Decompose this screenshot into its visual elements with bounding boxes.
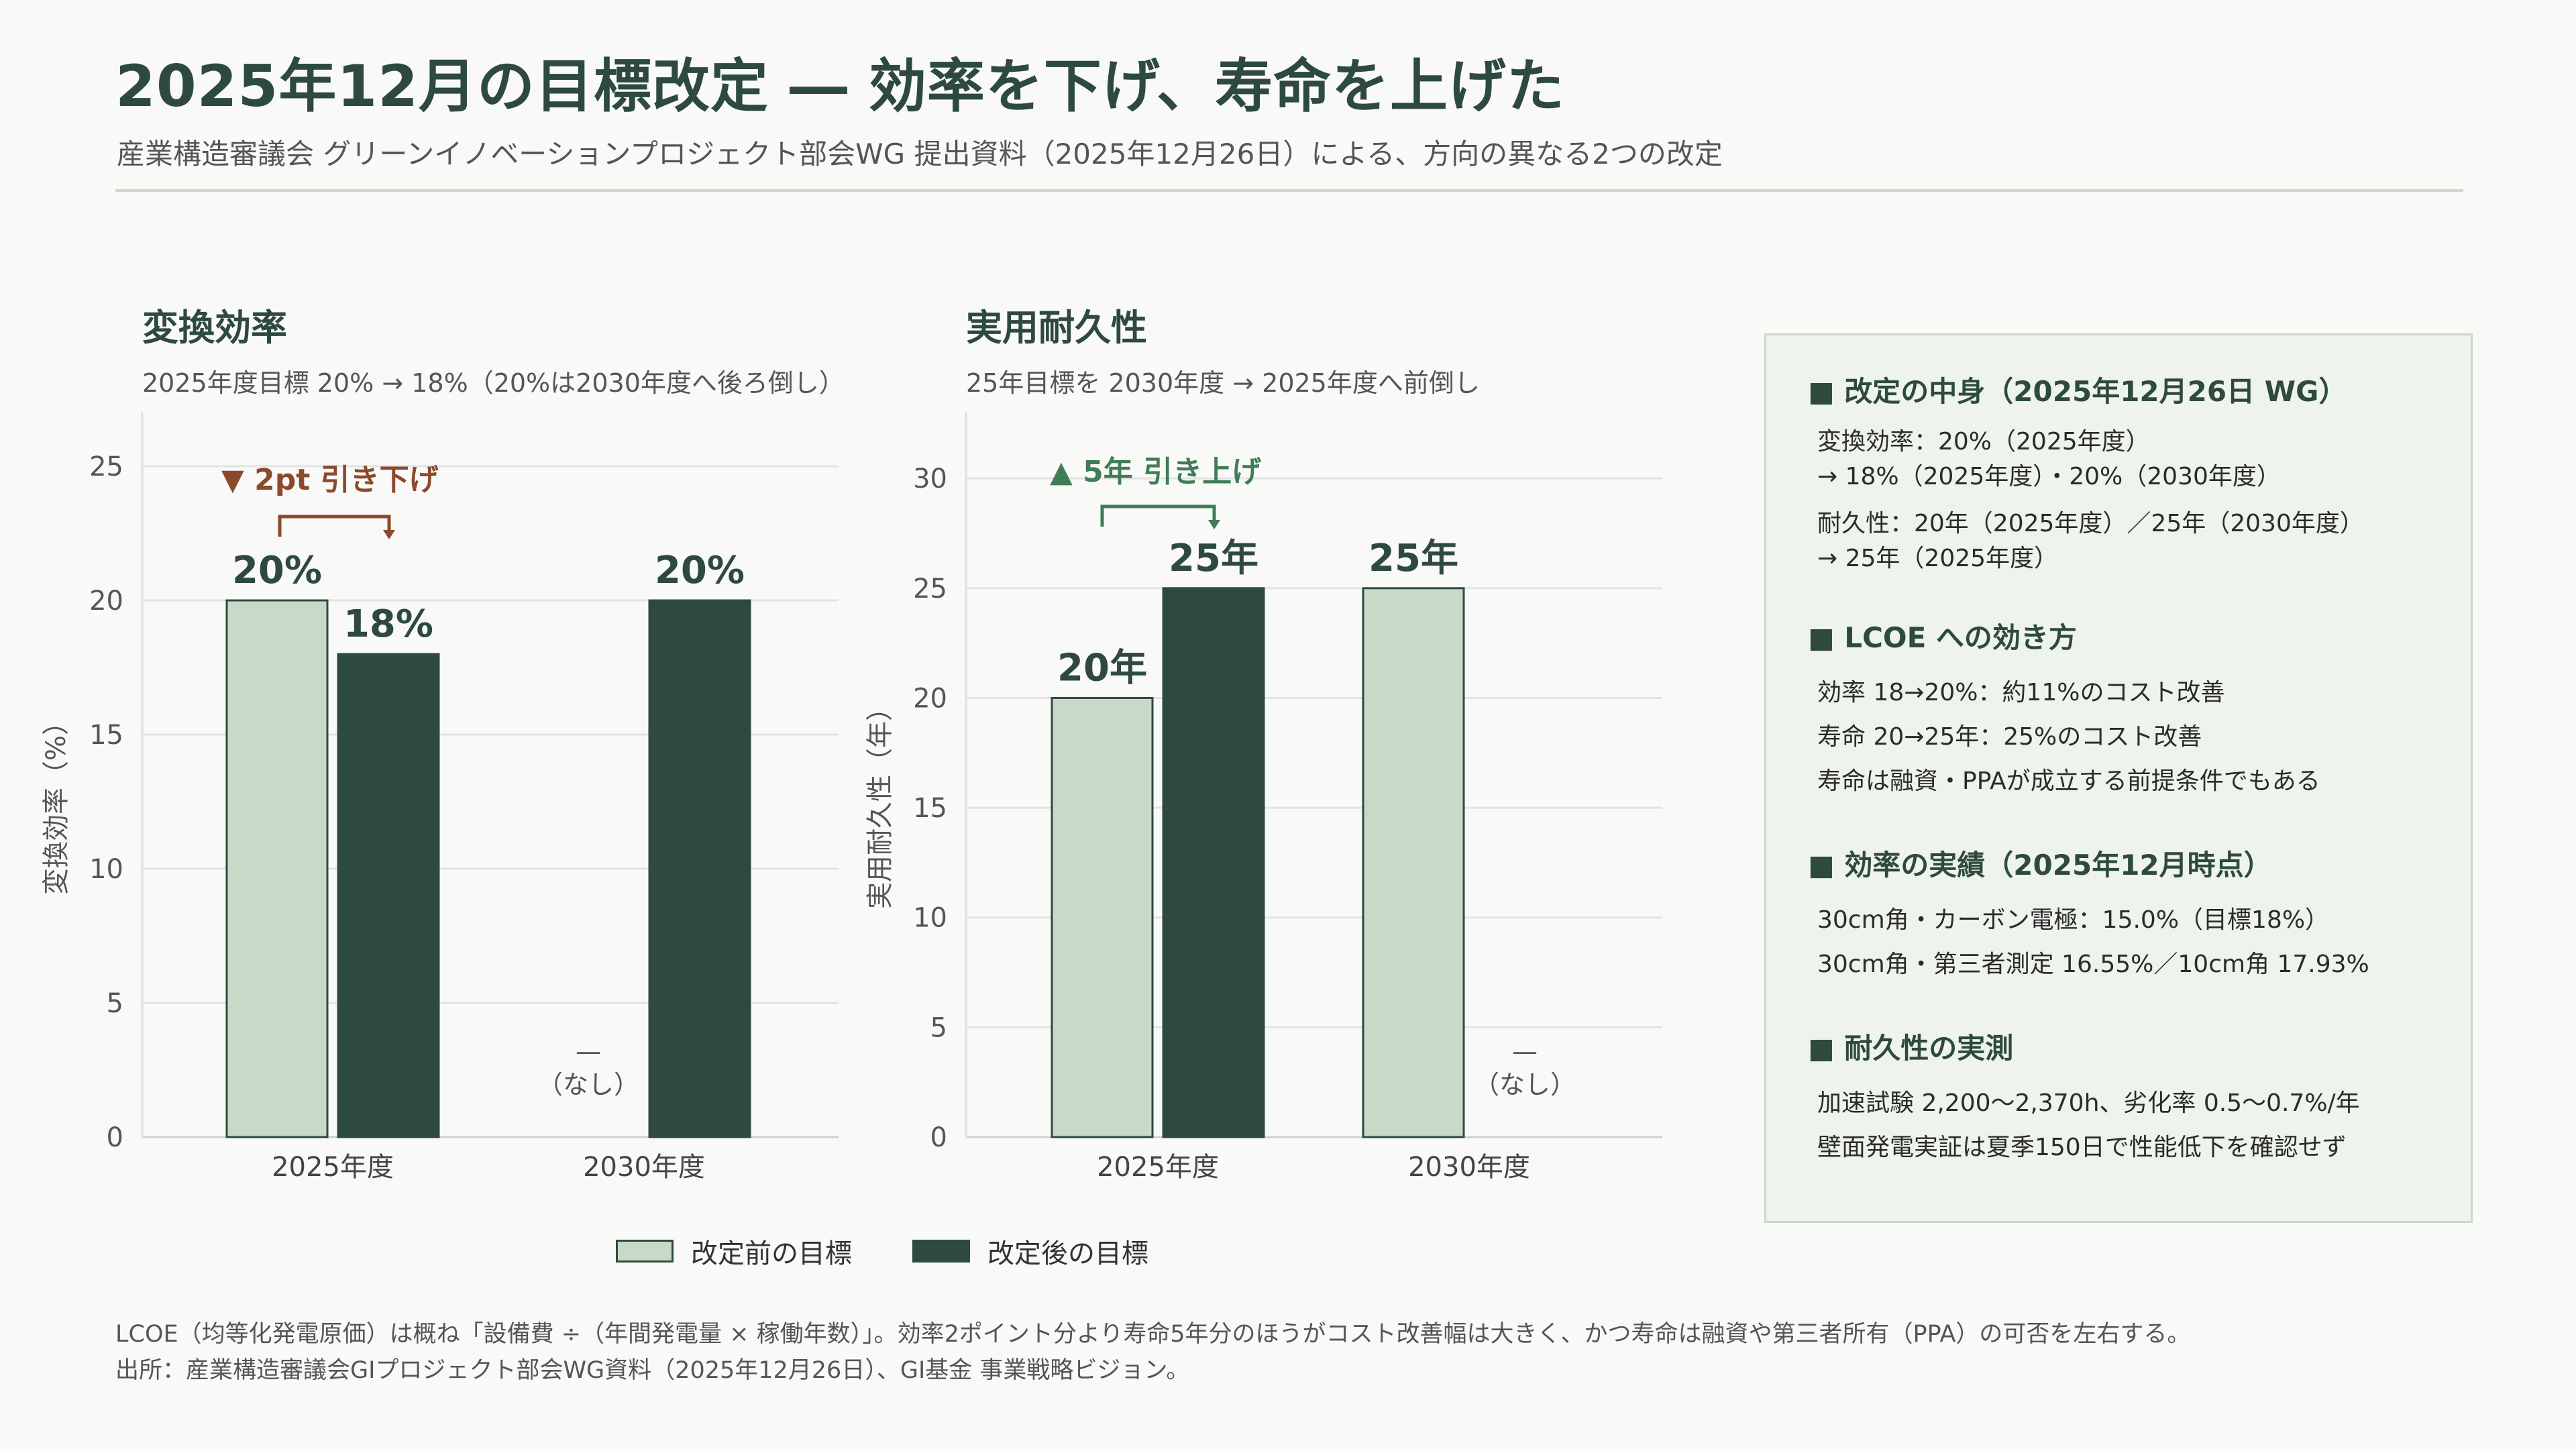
missing-label: （なし） xyxy=(1474,1070,1576,1099)
y-tick-label: 15 xyxy=(89,720,123,751)
panel-line: 耐久性：20年（2025年度）／25年（2030年度） xyxy=(1817,510,2364,537)
panel-section-efficiency-results: ■ 効率の実績（2025年12月時点） 30cm角・カーボン電極：15.0%（目… xyxy=(1808,843,2471,987)
y-tick-label: 25 xyxy=(89,451,123,482)
panel-line: 効率 18→20%：約11%のコスト改善 xyxy=(1817,679,2225,706)
bar-efficiency-after xyxy=(648,599,751,1138)
bar-efficiency-after xyxy=(337,653,440,1138)
panel-heading: ■ 改定の中身（2025年12月26日 WG） xyxy=(1808,375,2347,408)
bar-durability-after xyxy=(1162,587,1265,1138)
summary-panel: ■ 改定の中身（2025年12月26日 WG） 変換効率：20%（2025年度）… xyxy=(1764,333,2473,1223)
bar-durability-before xyxy=(1362,587,1465,1138)
y-tick-label: 0 xyxy=(107,1122,123,1153)
panel-line: → 18%（2025年度）・20%（2030年度） xyxy=(1817,463,2281,490)
panel-heading: ■ 効率の実績（2025年12月時点） xyxy=(1808,849,2272,881)
y-tick-label: 10 xyxy=(89,854,123,885)
legend-swatch-after xyxy=(912,1240,970,1263)
y-tick-label: 15 xyxy=(913,793,947,824)
chart-subtitle-efficiency: 2025年度目標 20% → 18%（20%は2030年度へ後ろ倒し） xyxy=(142,368,845,398)
panel-line: 変換効率：20%（2025年度） xyxy=(1817,428,2150,455)
annotation-arrowhead xyxy=(1208,520,1220,529)
panel-line: 30cm角・第三者測定 16.55%／10cm角 17.93% xyxy=(1817,951,2369,978)
page-title: 2025年12月の目標改定 ― 効率を下げ、寿命を上げた xyxy=(115,53,1565,120)
annotation-arrowhead xyxy=(383,530,395,539)
y-tick-label: 30 xyxy=(913,464,947,494)
y-tick-label: 10 xyxy=(913,903,947,934)
footnote: LCOE（均等化発電原価）は概ね「設備費 ÷（年間発電量 × 稼働年数）」。効率… xyxy=(115,1316,2190,1389)
footnote-source: 出所：産業構造審議会GIプロジェクト部会WG資料（2025年12月26日）、GI… xyxy=(115,1357,1190,1384)
bar-durability-before xyxy=(1051,696,1154,1138)
y-tick-label: 0 xyxy=(930,1122,947,1153)
chart-title-durability: 実用耐久性 xyxy=(966,307,1147,349)
panel-section-lcoe: ■ LCOE への効き方 効率 18→20%：約11%のコスト改善 寿命 20→… xyxy=(1808,615,2471,804)
legend-item-before: 改定前の目標 xyxy=(616,1232,852,1271)
chart-title-efficiency: 変換効率 xyxy=(142,307,287,349)
page-subtitle: 産業構造審議会 グリーンイノベーションプロジェクト部会WG 提出資料（2025年… xyxy=(117,138,1723,170)
x-tick-label: 2025年度 xyxy=(272,1152,394,1183)
panel-heading: ■ 耐久性の実測 xyxy=(1808,1032,2014,1065)
panel-line: 加速試験 2,200〜2,370h、劣化率 0.5〜0.7%/年 xyxy=(1817,1089,2360,1117)
data-label: 25年 xyxy=(1169,537,1258,580)
legend-label-before: 改定前の目標 xyxy=(691,1238,852,1269)
legend-label-after: 改定後の目標 xyxy=(987,1238,1148,1269)
footnote-line: LCOE（均等化発電原価）は概ね「設備費 ÷（年間発電量 × 稼働年数）」。効率… xyxy=(115,1321,2191,1348)
panel-line: 寿命 20→25年：25%のコスト改善 xyxy=(1817,723,2202,751)
annotation-bracket xyxy=(278,515,391,537)
annotation-label: ▲ 5年 引き上げ xyxy=(1050,455,1261,489)
x-tick-label: 2030年度 xyxy=(1408,1152,1530,1183)
chart-subtitle-durability: 25年目標を 2030年度 → 2025年度へ前倒し xyxy=(966,368,1480,398)
y-tick-label: 5 xyxy=(107,988,123,1019)
data-label: 20年 xyxy=(1057,646,1147,690)
data-label: 20% xyxy=(655,549,745,592)
panel-line: → 25年（2025年度） xyxy=(1817,545,2059,572)
data-label: 25年 xyxy=(1368,537,1458,580)
panel-spacer xyxy=(1808,494,2471,506)
legend-swatch-before xyxy=(616,1240,674,1263)
panel-section-revision: ■ 改定の中身（2025年12月26日 WG） 変換効率：20%（2025年度）… xyxy=(1808,369,2471,576)
panel-line: 壁面発電実証は夏季150日で性能低下を確認せず xyxy=(1817,1134,2347,1161)
missing-label: （なし） xyxy=(537,1070,639,1099)
y-axis-label: 変換効率（%） xyxy=(41,708,72,895)
missing-dash: — xyxy=(576,1036,601,1066)
panel-section-durability-results: ■ 耐久性の実測 加速試験 2,200〜2,370h、劣化率 0.5〜0.7%/… xyxy=(1808,1026,2471,1170)
efficiency-chart: 0 5 10 15 20 25 変換効率（%） 2025年度 20% 18% 2030年度 — （なし）… xyxy=(41,413,839,1183)
y-tick-label: 20 xyxy=(913,683,947,714)
y-axis-label: 実用耐久性（年） xyxy=(865,694,896,909)
panel-line: 30cm角・カーボン電極：15.0%（目標18%） xyxy=(1817,906,2330,934)
data-label: 18% xyxy=(343,602,433,646)
missing-dash: — xyxy=(1512,1036,1538,1066)
panel-heading: ■ LCOE への効き方 xyxy=(1808,621,2077,654)
y-tick-label: 25 xyxy=(913,574,947,604)
y-tick-label: 20 xyxy=(89,586,123,616)
panel-line: 寿命は融資・PPAが成立する前提条件でもある xyxy=(1817,767,2320,795)
annotation-label: ▼ 2pt 引き下げ xyxy=(221,463,439,497)
durability-chart: 0 5 10 15 20 25 30 実用耐久性（年） 2025年度 20年 25年 2030年度 25… xyxy=(865,413,1662,1183)
legend-item-after: 改定後の目標 xyxy=(912,1232,1148,1271)
header-divider xyxy=(115,189,2463,192)
annotation-bracket xyxy=(1100,504,1216,527)
x-tick-label: 2030年度 xyxy=(583,1152,705,1183)
x-tick-label: 2025年度 xyxy=(1097,1152,1219,1183)
y-tick-label: 5 xyxy=(930,1012,947,1043)
data-label: 20% xyxy=(232,549,322,592)
chart-legend: 改定前の目標 改定後の目標 xyxy=(616,1232,1209,1271)
bar-efficiency-before xyxy=(225,599,329,1138)
